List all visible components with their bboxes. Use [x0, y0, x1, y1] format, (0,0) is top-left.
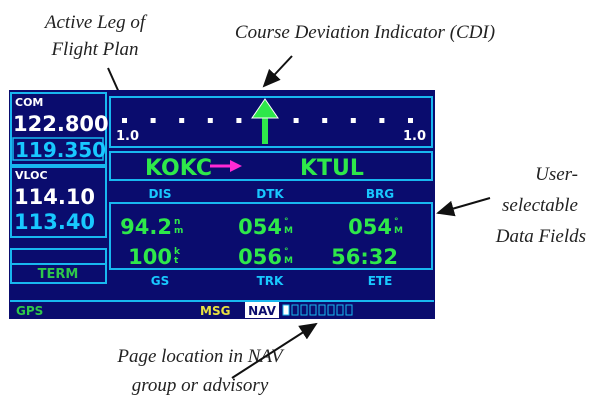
annotation: selectable	[502, 195, 578, 216]
field-label: DIS	[148, 187, 171, 201]
com-label: COM	[15, 96, 43, 109]
annotation: Data Fields	[495, 226, 586, 247]
arrow	[264, 56, 292, 86]
cdi-scale-label: 1.0	[403, 129, 426, 144]
vloc-label: VLOC	[15, 169, 48, 182]
cdi-scale-label: 1.0	[116, 129, 139, 144]
status-page-group: NAV	[248, 304, 277, 318]
field-value: 94.2	[120, 215, 172, 239]
annotation: Page location in NAV	[116, 346, 285, 367]
cdi-dot	[236, 118, 241, 123]
annotation: group or advisory	[132, 375, 269, 396]
cdi-dot	[122, 118, 127, 123]
com-active: 122.800	[13, 112, 109, 136]
cdi-dot	[351, 118, 356, 123]
cdi-dot	[179, 118, 184, 123]
field-value: 56:32	[331, 245, 398, 269]
annotation: Active Leg of	[43, 12, 148, 33]
field-value: 100	[128, 245, 172, 269]
field-label: DTK	[256, 187, 284, 201]
annotation: User-	[535, 164, 578, 185]
leg-from: KOKC	[145, 156, 212, 181]
vloc-active: 114.10	[14, 185, 95, 209]
status-msg: MSG	[200, 304, 230, 318]
vloc-standby: 113.40	[14, 210, 95, 234]
annotation: Course Deviation Indicator (CDI)	[235, 22, 495, 43]
cdi-dot	[208, 118, 213, 123]
cdi-needle	[262, 118, 268, 144]
cdi-dot	[408, 118, 413, 123]
annotation: Flight Plan	[50, 39, 138, 60]
mode: TERM	[38, 267, 79, 282]
field-unit: M	[284, 256, 293, 266]
field-value: 054	[238, 215, 282, 239]
field-label: GS	[151, 274, 170, 288]
diagram: Active Leg of Flight Plan Course Deviati…	[0, 0, 591, 400]
field-unit: t	[174, 256, 179, 266]
cdi-dot	[151, 118, 156, 123]
field-unit: M	[284, 226, 293, 236]
field-value: 056	[238, 245, 282, 269]
cdi-dot	[322, 118, 327, 123]
field-label: BRG	[366, 187, 394, 201]
page-box	[283, 305, 289, 315]
com-standby: 119.350	[15, 138, 106, 162]
status-source: GPS	[16, 304, 43, 318]
gps-screen: COM 122.800 119.350 VLOC 114.10 113.40 T…	[9, 90, 435, 319]
cdi-dot	[379, 118, 384, 123]
field-label: ETE	[368, 274, 393, 288]
field-unit: m	[174, 226, 183, 236]
field-value: 054	[348, 215, 392, 239]
field-unit: M	[394, 226, 403, 236]
leg-to: KTUL	[300, 156, 364, 181]
arrow	[438, 198, 490, 213]
cdi-dot	[294, 118, 299, 123]
field-label: TRK	[257, 274, 284, 288]
